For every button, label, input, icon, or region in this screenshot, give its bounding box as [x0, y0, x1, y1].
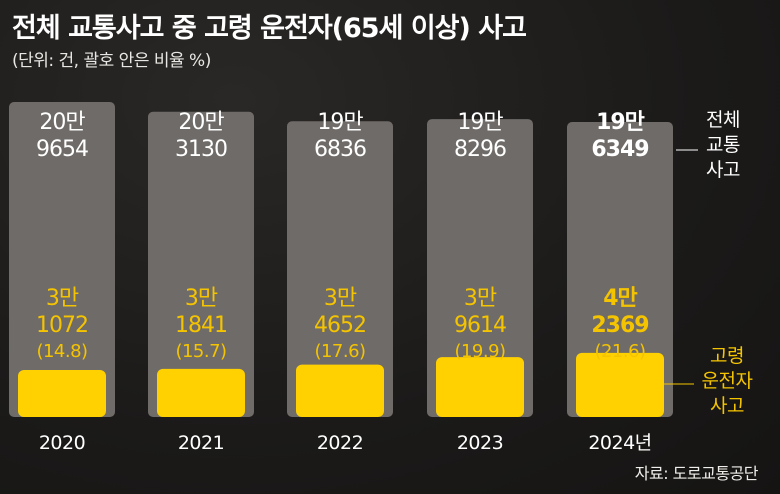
elderly-bar-2021: [157, 368, 245, 417]
elderly-label-top-2022: 3만: [324, 286, 357, 311]
chart-subtitle: (단위: 건, 괄호 안은 비율 %): [12, 51, 211, 71]
total-bar-2020: [9, 102, 115, 417]
total-label-bottom-2021: 3130: [175, 137, 227, 162]
elderly-label-bottom-2021: 1841: [175, 313, 227, 338]
total-label-top-2020: 20만: [39, 110, 85, 135]
elderly-percent-2022: (17.6): [314, 341, 365, 362]
legend-total-line-1: 전체: [706, 109, 740, 131]
total-bar-2022: [287, 121, 393, 417]
source-note: 자료: 도로교통공단: [634, 464, 759, 483]
total-label-bottom-2020: 9654: [36, 137, 88, 162]
x-tick-label-2024: 2024년: [588, 432, 651, 454]
elderly-label-bottom-2020: 1072: [36, 313, 88, 338]
elderly-label-bottom-2022: 4652: [314, 313, 366, 338]
chart-title: 전체 교통사고 중 고령 운전자(65세 이상) 사고: [12, 13, 527, 44]
total-bar-2024: [567, 121, 673, 417]
x-tick-label-2021: 2021: [178, 432, 224, 454]
elderly-bar-2022: [296, 364, 384, 417]
total-bar-2023: [427, 119, 533, 417]
x-tick-label-2022: 2022: [317, 432, 363, 454]
x-tick-label-2020: 2020: [39, 432, 85, 454]
total-label-top-2023: 19만: [457, 110, 503, 135]
legend-total-line-3: 사고: [706, 159, 740, 181]
elderly-bar-2020: [18, 370, 106, 417]
total-label-bottom-2022: 6836: [314, 137, 366, 162]
elderly-label-top-2021: 3만: [185, 286, 218, 311]
total-label-top-2024: 19만: [596, 110, 645, 135]
elderly-bar-2024: [576, 352, 664, 417]
elderly-bar-2023: [436, 357, 524, 417]
legend-elderly-line-3: 사고: [710, 395, 744, 417]
legend-elderly-line-2: 운전자: [702, 370, 753, 392]
total-bar-2021: [148, 111, 254, 417]
legend-elderly-line-1: 고령: [710, 345, 744, 367]
x-tick-label-2023: 2023: [457, 432, 503, 454]
total-label-bottom-2023: 8296: [454, 137, 506, 162]
legend-total-line-2: 교통: [706, 134, 740, 156]
elderly-label-bottom-2023: 9614: [454, 313, 506, 338]
elderly-label-top-2023: 3만: [464, 286, 497, 311]
elderly-percent-2023: (19.9): [454, 341, 505, 362]
total-label-top-2021: 20만: [178, 110, 224, 135]
elderly-label-top-2020: 3만: [46, 286, 79, 311]
elderly-percent-2020: (14.8): [36, 341, 87, 362]
elderly-percent-2024: (21.6): [594, 341, 645, 362]
elderly-label-bottom-2024: 2369: [591, 313, 648, 338]
total-label-top-2022: 19만: [317, 110, 363, 135]
elderly-percent-2021: (15.7): [175, 341, 226, 362]
elderly-label-top-2024: 4만: [603, 286, 637, 311]
total-label-bottom-2024: 6349: [591, 137, 648, 162]
